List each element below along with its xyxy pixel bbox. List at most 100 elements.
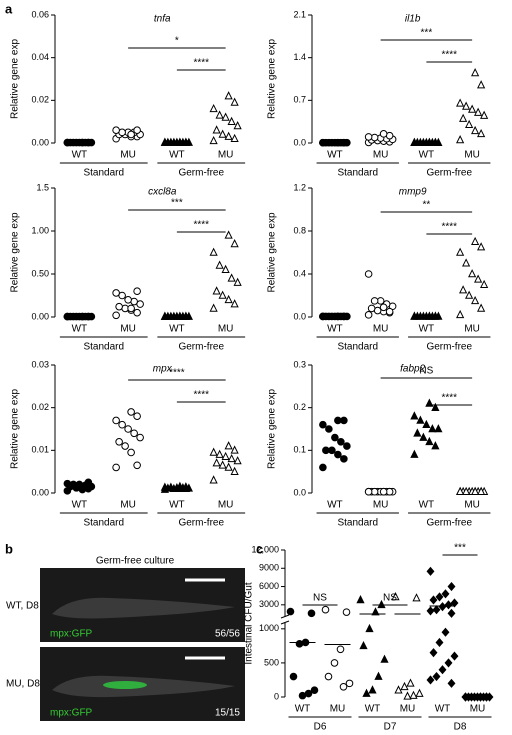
point	[321, 605, 330, 614]
y-axis-label: Relative gene exp	[10, 212, 21, 292]
y-tick-label: 0.00	[31, 137, 49, 147]
x-tick-label: WT	[327, 324, 343, 335]
point	[209, 475, 218, 484]
point	[209, 247, 218, 256]
x-tick-label: MU	[470, 704, 486, 715]
y-tick-label: 0.06	[31, 9, 49, 19]
point	[340, 455, 348, 463]
y-tick-label: 9000	[259, 563, 279, 573]
point	[441, 589, 450, 599]
point	[468, 269, 477, 278]
group-label: Germ-free	[426, 168, 472, 179]
point	[339, 682, 348, 691]
y-tick-label: 0.02	[31, 95, 49, 105]
point	[115, 302, 123, 311]
x-tick-label: MU	[120, 500, 136, 511]
y-tick-label: 0.3	[293, 359, 306, 369]
x-tick-label: WT	[327, 150, 343, 161]
point	[410, 411, 419, 420]
point	[410, 137, 419, 146]
point	[124, 296, 132, 304]
point	[233, 121, 242, 130]
y-tick-label: 0.8	[293, 225, 306, 235]
y-tick-label: 6000	[259, 581, 279, 591]
point	[133, 126, 141, 134]
x-tick-label: WT	[435, 704, 451, 715]
group-label: Germ-free	[178, 518, 224, 529]
point	[78, 485, 87, 494]
y-tick-label: 0.01	[31, 445, 49, 455]
point	[444, 658, 453, 668]
point	[364, 270, 373, 278]
x-tick-label: MU	[373, 324, 389, 335]
y-tick-label: 0.1	[293, 445, 306, 455]
point	[426, 675, 435, 685]
comparison-label: NS	[313, 593, 327, 604]
point	[286, 607, 295, 616]
point	[209, 303, 218, 312]
point	[322, 446, 330, 455]
point	[456, 135, 465, 144]
y-tick-label: 0	[274, 691, 279, 701]
point	[298, 691, 307, 700]
y-tick-label: 1.00	[31, 225, 49, 235]
x-tick-label: WT	[169, 324, 185, 335]
y-tick-label: 0.02	[31, 402, 49, 412]
x-tick-label: WT	[169, 150, 185, 161]
point	[230, 133, 239, 143]
point	[447, 608, 456, 618]
point	[224, 230, 233, 239]
point	[462, 486, 471, 496]
y-tick-label: 0.7	[293, 95, 306, 105]
point	[410, 449, 419, 458]
point	[471, 236, 480, 246]
group-label: Standard	[83, 518, 124, 529]
point	[471, 295, 480, 305]
point	[227, 116, 236, 125]
point	[215, 260, 224, 269]
point	[462, 101, 471, 110]
y-axis-label: Relative gene exp	[267, 39, 278, 119]
point	[400, 681, 409, 691]
point	[432, 671, 441, 682]
point	[468, 104, 477, 113]
point	[233, 277, 242, 286]
point	[413, 428, 422, 437]
point	[431, 441, 440, 450]
x-tick-label: WT	[365, 704, 381, 715]
point	[477, 303, 486, 312]
point	[127, 448, 135, 457]
y-tick-label: 1.4	[293, 52, 306, 62]
point	[212, 125, 221, 134]
point	[456, 309, 465, 319]
point	[181, 482, 190, 491]
point	[379, 487, 388, 496]
point	[477, 80, 486, 89]
point	[295, 640, 304, 648]
count: 15/15	[215, 708, 240, 719]
point	[447, 678, 456, 688]
point	[374, 671, 383, 680]
x-tick-label: MU	[120, 150, 136, 161]
point	[474, 274, 483, 283]
point	[230, 299, 239, 308]
point	[224, 91, 233, 100]
group-label: D7	[384, 722, 397, 733]
panel-label: c	[256, 541, 263, 556]
point	[337, 438, 345, 446]
y-tick-label: 3000	[259, 599, 279, 609]
point	[394, 685, 403, 694]
point	[224, 131, 233, 140]
point	[412, 593, 421, 602]
point	[345, 679, 354, 688]
point	[480, 110, 489, 119]
y-tick-label: 0.0	[293, 487, 306, 497]
chart-title: mpx	[153, 364, 173, 375]
point	[133, 461, 141, 470]
x-tick-label: WT	[72, 150, 88, 161]
point	[480, 279, 489, 289]
point	[166, 482, 175, 491]
point	[221, 451, 230, 461]
point	[385, 307, 394, 316]
image-panel: Germ-free culture WT, D8 MU, D8 mpx:GFP …	[6, 556, 245, 721]
